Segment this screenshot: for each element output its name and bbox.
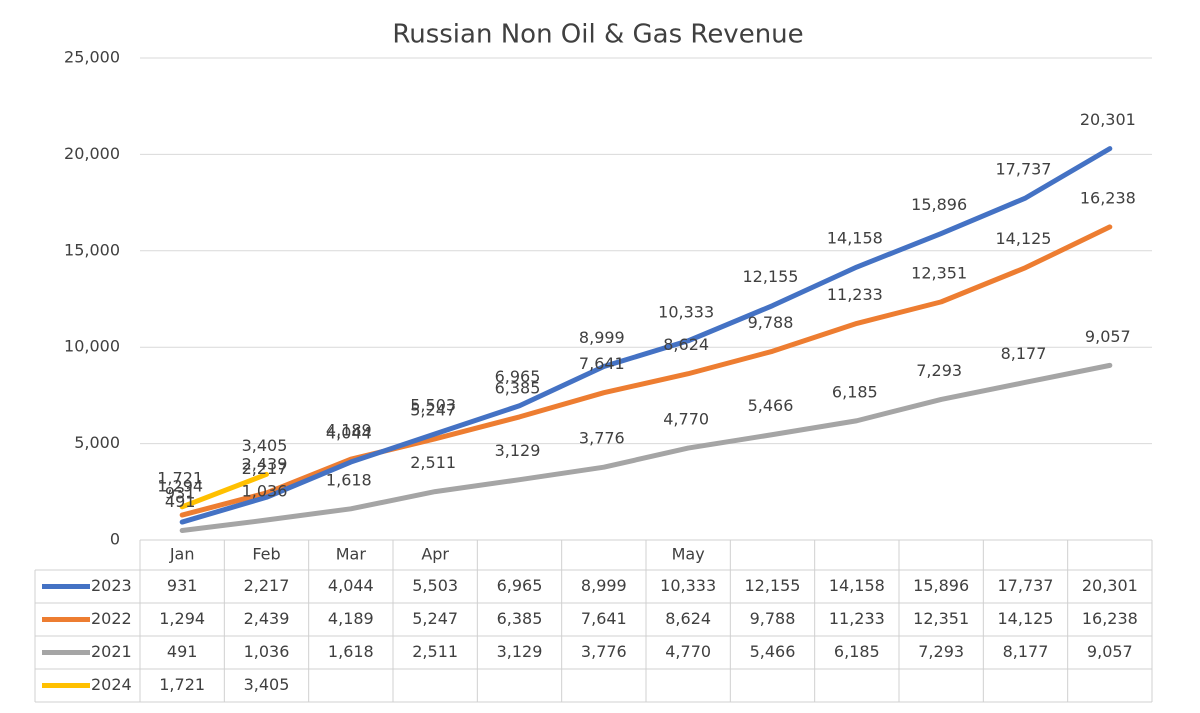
y-tick-label: 10,000 xyxy=(64,337,120,356)
data-label: 1,721 xyxy=(157,468,203,487)
table-cell: 3,776 xyxy=(581,642,627,661)
data-label: 14,125 xyxy=(996,229,1052,248)
legend-label: 2021 xyxy=(91,642,132,661)
data-label: 5,247 xyxy=(410,400,456,419)
table-cell: 14,125 xyxy=(998,609,1054,628)
data-label: 3,129 xyxy=(495,441,541,460)
data-label: 1,036 xyxy=(242,482,288,501)
data-label: 17,737 xyxy=(996,160,1052,179)
data-label: 12,155 xyxy=(743,267,799,286)
data-label: 6,185 xyxy=(832,382,878,401)
table-cell: 5,503 xyxy=(412,576,458,595)
table-cell: 4,044 xyxy=(328,576,374,595)
chart-title: Russian Non Oil & Gas Revenue xyxy=(392,20,803,50)
table-cell: 3,405 xyxy=(244,675,290,694)
table-cell: 12,351 xyxy=(913,609,969,628)
table-cell: 4,770 xyxy=(665,642,711,661)
table-cell: 1,618 xyxy=(328,642,374,661)
data-label: 1,618 xyxy=(326,470,372,489)
data-label: 7,293 xyxy=(916,361,962,380)
data-label: 4,770 xyxy=(663,410,709,429)
table-cell: 9,788 xyxy=(750,609,796,628)
x-tick-label: Mar xyxy=(336,545,367,564)
legend-label: 2023 xyxy=(91,576,132,595)
x-tick-label: Apr xyxy=(421,545,449,564)
data-label: 11,233 xyxy=(827,285,883,304)
data-label: 4,189 xyxy=(326,421,372,440)
data-label: 7,641 xyxy=(579,354,625,373)
y-tick-label: 5,000 xyxy=(74,433,120,452)
y-tick-label: 25,000 xyxy=(64,48,120,67)
table-cell: 491 xyxy=(167,642,198,661)
data-label: 8,624 xyxy=(663,335,709,354)
table-cell: 15,896 xyxy=(913,576,969,595)
table-cell: 1,721 xyxy=(159,675,205,694)
table-cell: 14,158 xyxy=(829,576,885,595)
table-cell: 1,294 xyxy=(159,609,205,628)
y-tick-label: 15,000 xyxy=(64,240,120,259)
table-cell: 12,155 xyxy=(745,576,801,595)
data-label: 8,999 xyxy=(579,328,625,347)
series-line xyxy=(179,362,1113,534)
data-label: 6,385 xyxy=(495,378,541,397)
table-cell: 6,385 xyxy=(497,609,543,628)
data-label: 2,439 xyxy=(242,454,288,473)
series-line xyxy=(179,224,1113,518)
x-tick-label: Jan xyxy=(169,545,195,564)
data-label: 20,301 xyxy=(1080,110,1136,129)
table-cell: 17,737 xyxy=(998,576,1054,595)
data-label: 9,057 xyxy=(1085,327,1131,346)
series-line xyxy=(179,146,1113,525)
series-line xyxy=(179,471,269,510)
table-cell: 7,293 xyxy=(918,642,964,661)
table-cell: 6,185 xyxy=(834,642,880,661)
table-cell: 11,233 xyxy=(829,609,885,628)
data-label: 4,044 xyxy=(326,424,372,443)
x-tick-label: May xyxy=(672,545,705,564)
table-cell: 8,999 xyxy=(581,576,627,595)
table-cell: 2,511 xyxy=(412,642,458,661)
legend-label: 2024 xyxy=(91,675,132,694)
legend-label: 2022 xyxy=(91,609,132,628)
table-cell: 3,129 xyxy=(497,642,543,661)
y-tick-label: 20,000 xyxy=(64,144,120,163)
data-label: 12,351 xyxy=(911,263,967,282)
data-label: 5,466 xyxy=(748,396,794,415)
data-label: 15,896 xyxy=(911,195,967,214)
data-label: 3,405 xyxy=(242,436,288,455)
data-label: 2,511 xyxy=(410,453,456,472)
data-label: 3,776 xyxy=(579,429,625,448)
table-cell: 20,301 xyxy=(1082,576,1138,595)
table-cell: 10,333 xyxy=(660,576,716,595)
data-label: 16,238 xyxy=(1080,188,1136,207)
data-label: 931 xyxy=(165,484,196,503)
data-label: 14,158 xyxy=(827,229,883,248)
table-cell: 8,177 xyxy=(1003,642,1049,661)
table-cell: 16,238 xyxy=(1082,609,1138,628)
table-cell: 7,641 xyxy=(581,609,627,628)
y-tick-label: 0 xyxy=(110,530,120,549)
table-cell: 5,247 xyxy=(412,609,458,628)
data-label: 8,177 xyxy=(1001,344,1047,363)
data-label: 5,503 xyxy=(410,395,456,414)
table-cell: 5,466 xyxy=(750,642,796,661)
table-cell: 2,439 xyxy=(244,609,290,628)
table-cell: 4,189 xyxy=(328,609,374,628)
x-tick-label: Feb xyxy=(252,545,280,564)
data-label: 1,294 xyxy=(157,477,203,496)
data-label: 10,333 xyxy=(658,302,714,321)
table-cell: 1,036 xyxy=(244,642,290,661)
table-cell: 6,965 xyxy=(497,576,543,595)
data-label: 491 xyxy=(165,492,196,511)
data-label: 2,217 xyxy=(242,459,288,478)
data-label: 9,788 xyxy=(748,313,794,332)
table-cell: 9,057 xyxy=(1087,642,1133,661)
table-cell: 8,624 xyxy=(665,609,711,628)
table-cell: 931 xyxy=(167,576,198,595)
data-label: 6,965 xyxy=(495,367,541,386)
table-cell: 2,217 xyxy=(244,576,290,595)
